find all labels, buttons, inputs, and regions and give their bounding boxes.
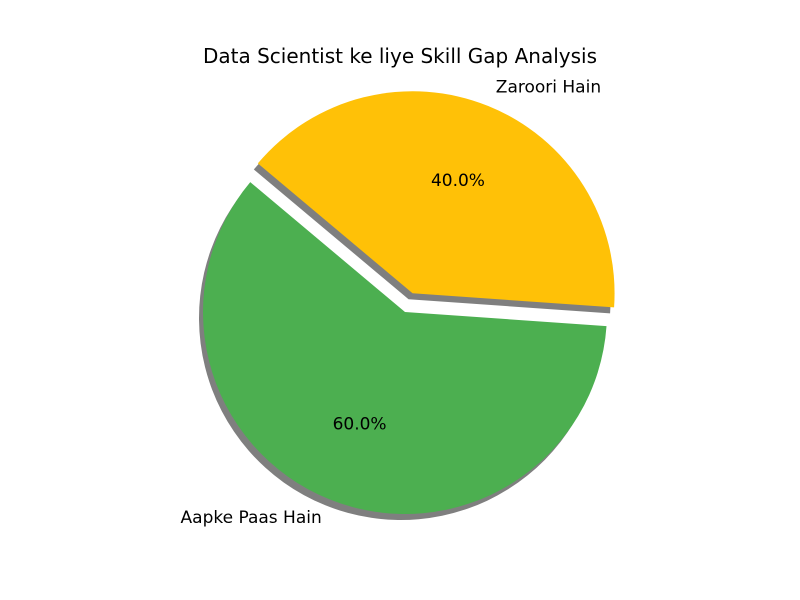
slice-label-zaroori-hain: Zaroori Hain — [496, 77, 601, 97]
pie-slice-zaroori-hain — [257, 91, 615, 308]
pie-label-layer: Aapke Paas Hain 60.0% Zaroori Hain 40.0% — [181, 77, 602, 528]
slice-percent-zaroori-hain: 40.0% — [431, 171, 485, 191]
slice-label-aapke-paas-hain: Aapke Paas Hain — [181, 508, 322, 528]
chart-title: Data Scientist ke liye Skill Gap Analysi… — [202, 44, 597, 68]
pie-slice-aapke-paas-hain — [202, 182, 607, 515]
pie-slice-layer — [202, 91, 615, 515]
slice-percent-aapke-paas-hain: 60.0% — [333, 414, 387, 434]
